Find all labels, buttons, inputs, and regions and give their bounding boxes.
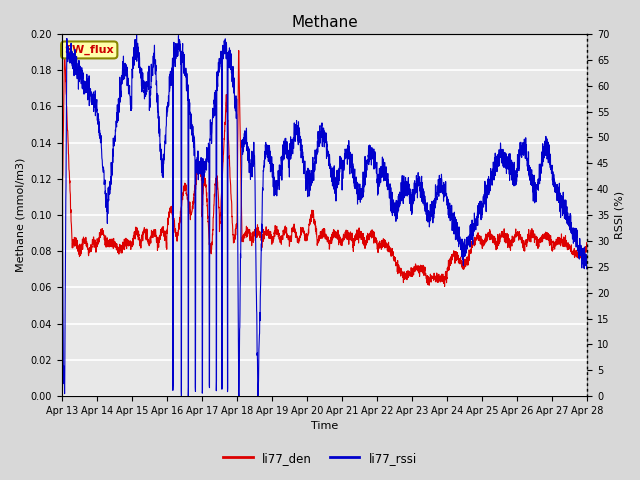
- Y-axis label: Methane (mmol/m3): Methane (mmol/m3): [15, 158, 25, 272]
- Y-axis label: RSSI (%): RSSI (%): [615, 191, 625, 239]
- Legend: li77_den, li77_rssi: li77_den, li77_rssi: [218, 447, 422, 469]
- Text: SW_flux: SW_flux: [65, 45, 114, 55]
- X-axis label: Time: Time: [311, 421, 338, 432]
- Title: Methane: Methane: [291, 15, 358, 30]
